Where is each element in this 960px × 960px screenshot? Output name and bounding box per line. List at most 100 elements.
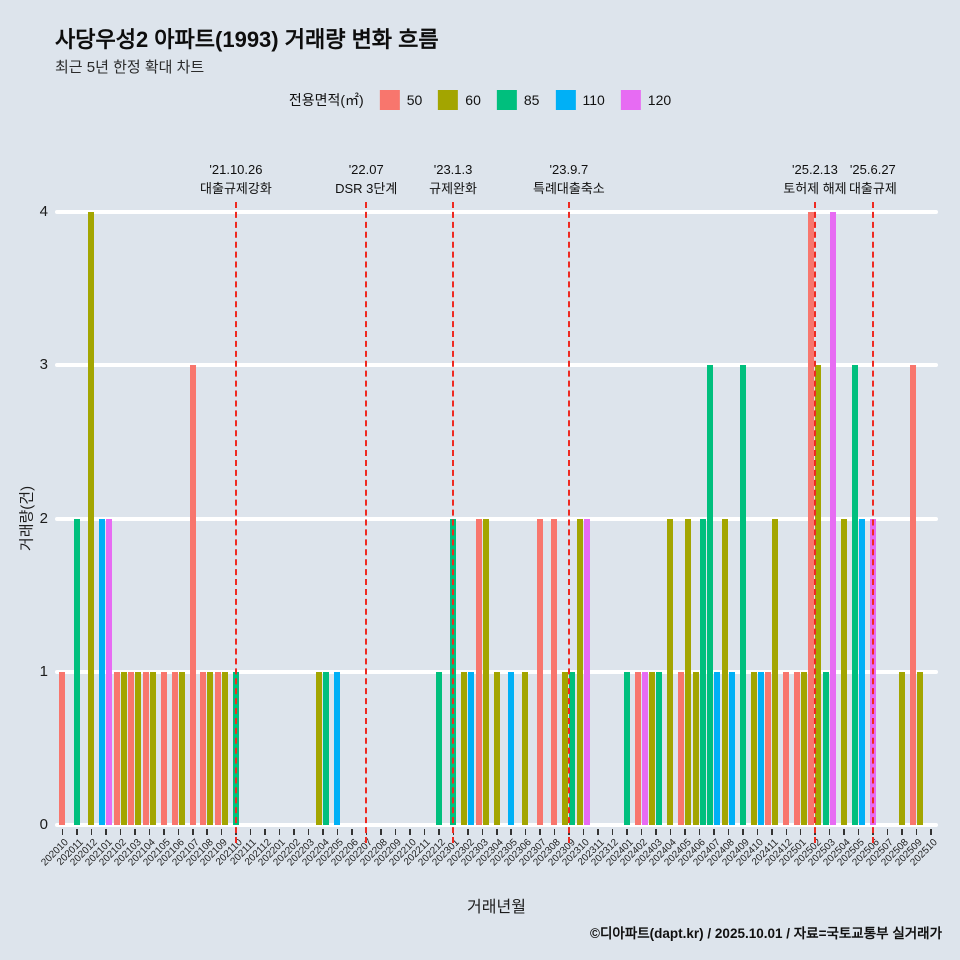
bar-202109-50m2 — [214, 671, 221, 825]
x-tick — [713, 829, 715, 835]
bar-202204-60m2 — [316, 671, 323, 825]
bar-202010-50m2 — [59, 671, 66, 825]
x-tick — [553, 829, 556, 835]
bar-202501-50m2 — [793, 671, 800, 825]
x-tick — [539, 829, 541, 835]
x-tick — [785, 829, 787, 835]
x-tick — [524, 829, 527, 835]
legend-item-85: 85 — [496, 90, 539, 110]
x-tick — [438, 829, 440, 835]
bar-202108-60m2 — [207, 671, 214, 825]
bar-202104-60m2 — [149, 671, 156, 825]
annotation-label: 특례대출축소 — [532, 181, 605, 196]
annotation-date: '23.1.3 — [433, 162, 473, 177]
x-tick — [698, 829, 701, 835]
legend-swatch-icon — [555, 90, 576, 110]
footer-credit: ©디아파트(dapt.kr) / 2025.10.01 / 자료=국토교통부 실… — [590, 926, 942, 941]
x-tick — [264, 829, 266, 835]
x-tick — [626, 829, 628, 835]
bar-202407-85m2 — [707, 365, 714, 825]
legend-item-50: 50 — [379, 90, 422, 110]
bar-202508-60m2 — [898, 671, 905, 825]
bar-202408-110m2 — [728, 671, 735, 825]
bar-202104-50m2 — [142, 671, 149, 825]
bar-202109-60m2 — [221, 671, 228, 825]
bar-202412-50m2 — [783, 671, 789, 825]
regulation-vline-202502 — [813, 202, 816, 843]
legend-items: 50 60 85 110 120 — [379, 90, 671, 110]
y-tick-label: 0 — [39, 816, 48, 833]
x-tick — [163, 829, 165, 835]
bar-202310-120m2 — [583, 518, 590, 825]
x-tick — [843, 829, 845, 835]
legend-swatch-icon — [438, 90, 459, 110]
page-subtitle: 최근 5년 한정 확대 차트 — [55, 59, 205, 76]
bar-202410-110m2 — [757, 671, 764, 825]
bar-202502-60m2 — [815, 365, 822, 825]
x-tick — [177, 829, 180, 835]
bar-202103-60m2 — [135, 671, 142, 825]
bar-202509-50m2 — [909, 365, 916, 825]
bar-202503-85m2 — [822, 671, 829, 825]
annotation-202502: '25.2.13 토허제 해제 — [725, 160, 905, 198]
bar-202306-60m2 — [522, 671, 529, 825]
legend-item-label: 110 — [582, 92, 605, 108]
x-tick — [930, 829, 932, 835]
x-tick — [684, 829, 686, 835]
regulation-vline-202207 — [365, 202, 368, 843]
bar-202403-60m2 — [649, 671, 656, 825]
x-tick — [293, 829, 295, 835]
bar-202406-85m2 — [699, 518, 706, 825]
x-tick — [901, 829, 903, 835]
x-tick — [597, 829, 599, 835]
bar-202406-60m2 — [692, 671, 699, 825]
legend-item-110: 110 — [555, 90, 605, 110]
bar-202103-50m2 — [128, 671, 135, 825]
annotation-202309: '23.9.7 특례대출축소 — [479, 160, 659, 198]
annotation-202506: '25.6.27 대출규제 — [783, 160, 960, 198]
bar-202504-60m2 — [840, 518, 847, 825]
bar-202212-85m2 — [435, 671, 442, 825]
x-tick — [192, 829, 194, 835]
x-tick — [669, 829, 672, 835]
bar-202102-60m2 — [120, 671, 127, 825]
gridline-y4 — [55, 210, 938, 214]
bar-202405-60m2 — [685, 518, 692, 825]
gridline-y0 — [55, 823, 938, 827]
bar-202401-85m2 — [623, 671, 630, 825]
x-tick — [771, 829, 773, 835]
bar-202310-60m2 — [576, 518, 583, 825]
bar-202107-50m2 — [189, 365, 196, 825]
annotation-label: 대출규제강화 — [200, 181, 272, 196]
bar-202105-50m2 — [160, 671, 167, 825]
bar-202505-85m2 — [851, 365, 858, 825]
x-tick — [61, 829, 64, 835]
gridline-y2 — [55, 516, 938, 521]
bar-202405-50m2 — [678, 671, 685, 825]
y-tick-label: 3 — [39, 356, 48, 374]
y-tick-label: 2 — [39, 509, 48, 527]
annotation-202207: '22.07 DSR 3단계 — [276, 160, 456, 198]
x-tick — [322, 829, 324, 835]
legend-item-60: 60 — [438, 90, 481, 110]
x-tick — [655, 829, 657, 835]
x-tick — [134, 829, 136, 835]
bar-202305-110m2 — [507, 671, 514, 825]
bar-202407-110m2 — [714, 671, 721, 825]
bar-202501-60m2 — [800, 671, 807, 825]
bar-202505-110m2 — [858, 518, 865, 825]
bar-202101-110m2 — [99, 518, 106, 825]
annotation-label: 대출규제 — [848, 181, 897, 196]
bar-202108-50m2 — [200, 671, 207, 825]
bar-202404-60m2 — [667, 518, 674, 825]
bar-202307-50m2 — [536, 518, 543, 825]
x-tick — [76, 829, 78, 835]
annotation-date: '25.2.13 — [792, 162, 838, 177]
annotation-202110: '21.10.26 대출규제강화 — [146, 160, 326, 198]
annotation-label: 규제완화 — [429, 181, 477, 196]
bar-202205-110m2 — [334, 671, 341, 825]
bar-202402-50m2 — [634, 671, 641, 825]
x-tick — [409, 829, 411, 835]
bar-202302-110m2 — [468, 671, 475, 825]
